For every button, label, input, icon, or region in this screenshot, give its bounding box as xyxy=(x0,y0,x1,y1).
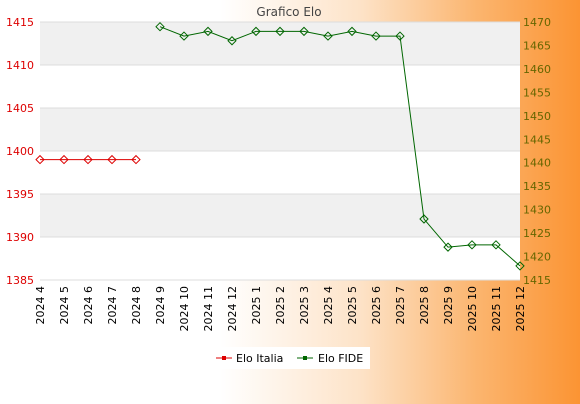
right-tick-label: 1460 xyxy=(523,63,551,76)
right-tick-label: 1415 xyxy=(523,274,551,287)
legend-box xyxy=(210,347,370,369)
left-tick-label: 1395 xyxy=(6,188,34,201)
x-tick-label: 2025 12 xyxy=(514,286,527,332)
x-tick-label: 2024 4 xyxy=(34,286,47,325)
x-axis-ticks: 2024 4 2024 5 2024 6 2024 7 2024 8 2024 9 2024… xyxy=(34,286,527,332)
plot-band xyxy=(40,22,520,65)
data-point-elo-italia xyxy=(35,154,45,165)
right-tick-label: 1440 xyxy=(523,157,551,170)
data-point-elo-fide xyxy=(251,26,261,37)
right-tick-label: 1420 xyxy=(523,251,551,264)
data-point-elo-fide xyxy=(299,26,309,37)
right-tick-label: 1465 xyxy=(523,39,551,52)
x-tick-label: 2024 9 xyxy=(154,286,167,325)
data-point-elo-italia xyxy=(83,154,93,165)
left-tick-label: 1390 xyxy=(6,231,34,244)
x-tick-label: 2024 11 xyxy=(202,286,215,332)
legend-label-elo-fide: Elo FIDE xyxy=(318,352,363,365)
x-tick-label: 2025 1 xyxy=(250,286,263,325)
x-tick-label: 2025 6 xyxy=(370,286,383,325)
x-tick-label: 2025 3 xyxy=(298,286,311,325)
data-point-elo-fide xyxy=(467,240,477,250)
plot-band xyxy=(40,194,520,237)
right-axis-ticks: 1415 1420 1425 1430 1435 1440 1445 1450 1455 1460… xyxy=(523,16,551,287)
left-tick-label: 1415 xyxy=(6,16,34,29)
data-point-elo-fide xyxy=(275,26,285,37)
right-tick-label: 1470 xyxy=(523,16,551,29)
legend[interactable]: Elo Italia Elo FIDE xyxy=(210,347,370,369)
x-tick-label: 2024 8 xyxy=(130,286,143,325)
legend-marker-elo-fide xyxy=(303,356,307,360)
data-point-elo-fide xyxy=(491,240,501,250)
data-point-elo-fide xyxy=(155,21,165,32)
right-tick-label: 1445 xyxy=(523,133,551,146)
right-tick-label: 1430 xyxy=(523,204,551,217)
left-axis-ticks: 1385 1390 1395 1400 1405 1410 1415 xyxy=(6,16,34,287)
grid-lines xyxy=(40,21,520,281)
x-tick-label: 2025 2 xyxy=(274,286,287,325)
series-line-elo-fide xyxy=(159,26,521,267)
legend-item-elo-italia[interactable]: Elo Italia xyxy=(216,352,283,365)
x-tick-label: 2025 5 xyxy=(346,286,359,325)
legend-label-elo-italia: Elo Italia xyxy=(236,352,283,365)
data-point-elo-fide xyxy=(203,26,213,37)
x-tick-label: 2025 11 xyxy=(490,286,503,332)
left-tick-label: 1405 xyxy=(6,102,34,115)
x-tick-label: 2025 8 xyxy=(418,286,431,325)
left-tick-label: 1400 xyxy=(6,145,34,158)
x-tick-label: 2025 10 xyxy=(466,286,479,332)
data-point-elo-fide xyxy=(371,31,381,41)
data-point-elo-fide xyxy=(179,31,189,41)
data-point-elo-fide xyxy=(515,261,525,271)
legend-item-elo-fide[interactable]: Elo FIDE xyxy=(297,352,363,365)
data-point-elo-fide xyxy=(347,26,357,37)
data-point-elo-italia xyxy=(59,154,69,165)
right-tick-label: 1455 xyxy=(523,86,551,99)
right-tick-label: 1450 xyxy=(523,110,551,123)
x-tick-label: 2025 9 xyxy=(442,286,455,325)
data-point-elo-fide xyxy=(443,242,453,252)
right-tick-label: 1435 xyxy=(523,180,551,193)
x-tick-label: 2025 7 xyxy=(394,286,407,325)
data-point-elo-fide xyxy=(419,214,429,224)
left-tick-label: 1410 xyxy=(6,59,34,72)
legend-marker-elo-italia xyxy=(222,356,226,360)
series-layer xyxy=(35,21,525,271)
data-point-elo-italia xyxy=(107,154,117,165)
plot-band xyxy=(40,108,520,151)
data-point-elo-italia xyxy=(131,154,141,165)
left-tick-label: 1385 xyxy=(6,274,34,287)
x-tick-label: 2025 4 xyxy=(322,286,335,325)
data-point-elo-fide xyxy=(323,31,333,41)
data-point-elo-fide xyxy=(227,36,237,46)
right-tick-label: 1425 xyxy=(523,227,551,240)
x-tick-label: 2024 5 xyxy=(58,286,71,325)
x-tick-label: 2024 7 xyxy=(106,286,119,325)
x-tick-label: 2024 10 xyxy=(178,286,191,332)
x-tick-label: 2024 6 xyxy=(82,286,95,325)
data-point-elo-fide xyxy=(395,31,405,41)
chart-title: Grafico Elo xyxy=(256,5,321,19)
x-tick-label: 2024 12 xyxy=(226,286,239,332)
